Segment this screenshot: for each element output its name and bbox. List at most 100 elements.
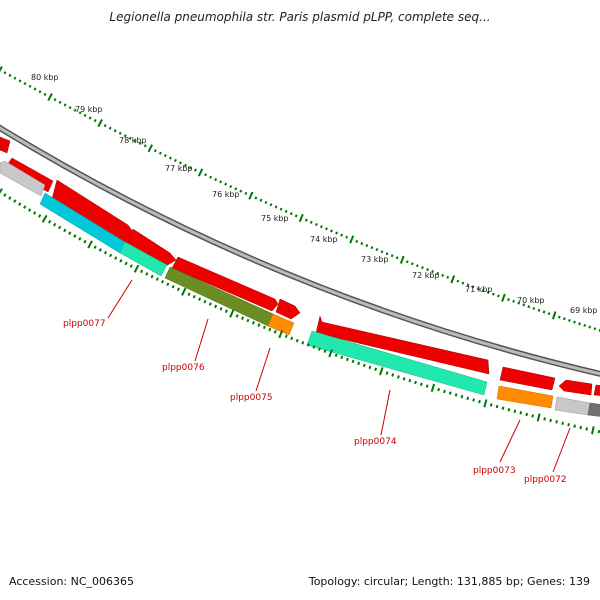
tick-mark	[454, 393, 458, 397]
tick-mark	[501, 293, 506, 302]
kbp-label-group: 80 kbp 79 kbp 78 kbp 77 kbp 76 kbp 75 kb…	[31, 73, 598, 315]
tick-mark	[198, 297, 202, 301]
feature-bar-gray[interactable]	[554, 396, 591, 416]
tick-mark	[251, 321, 255, 325]
feature-bar-orange[interactable]	[267, 313, 295, 336]
tick-mark	[513, 409, 517, 414]
tick-mark	[495, 404, 499, 409]
tick-mark	[543, 417, 546, 421]
tick-mark	[158, 151, 162, 155]
tick-mark	[557, 315, 561, 319]
tick-mark	[519, 411, 523, 415]
gene-label-plpp0073[interactable]: plpp0073	[473, 466, 516, 476]
kbp-label-79: 79 kbp	[75, 105, 103, 114]
tick-mark	[168, 156, 172, 160]
tick-mark	[97, 119, 103, 128]
tick-mark	[128, 136, 132, 140]
cds-arrow[interactable]	[171, 256, 279, 312]
tick-mark	[184, 163, 187, 167]
tick-mark	[437, 387, 441, 392]
cds-arrow[interactable]	[499, 366, 556, 391]
tick-mark	[241, 316, 245, 320]
tick-mark	[391, 373, 395, 377]
tick-mark	[68, 106, 72, 110]
cds-arrow[interactable]	[315, 315, 490, 375]
tick-mark	[568, 318, 571, 322]
tick-mark	[368, 365, 372, 370]
tick-mark	[138, 141, 142, 145]
forward-strand-cds	[0, 136, 600, 396]
tick-mark	[257, 323, 261, 327]
gene-leader-lines	[107, 279, 571, 473]
tick-mark	[189, 166, 192, 170]
tick-mark	[295, 338, 299, 343]
tick-mark	[478, 399, 481, 404]
tick-mark	[396, 375, 400, 379]
tick-mark	[284, 334, 288, 338]
feature-bar-dark-gray[interactable]	[587, 402, 600, 417]
tick-mark	[536, 413, 541, 422]
feature-bar-gray[interactable]	[0, 160, 46, 197]
tick-mark	[426, 268, 429, 272]
tick-mark	[53, 98, 57, 102]
gene-label-plpp0076[interactable]: plpp0076	[162, 363, 205, 373]
tick-mark	[472, 398, 475, 402]
feature-bar-orange[interactable]	[496, 385, 554, 409]
tick-mark	[33, 211, 37, 215]
tick-mark	[78, 111, 82, 115]
tick-mark	[507, 408, 511, 412]
cds-arrow[interactable]	[127, 228, 177, 267]
tick-mark	[317, 347, 321, 351]
tick-mark	[278, 329, 284, 339]
tick-mark	[489, 403, 493, 407]
tick-mark	[63, 228, 67, 233]
tick-mark	[114, 256, 118, 260]
tick-mark	[491, 292, 495, 296]
tick-mark	[334, 353, 338, 358]
tick-mark	[235, 314, 239, 318]
tick-mark	[113, 129, 117, 133]
tick-mark	[370, 246, 374, 250]
tick-mark	[578, 322, 581, 326]
tick-mark	[471, 285, 475, 289]
tick-mark	[340, 233, 344, 237]
tick-mark	[408, 378, 412, 383]
tick-mark	[103, 124, 107, 128]
tick-mark	[118, 131, 122, 135]
gene-label-plpp0074[interactable]: plpp0074	[354, 437, 397, 447]
cds-arrow[interactable]	[558, 379, 593, 396]
tick-mark	[399, 255, 405, 264]
tick-mark	[304, 218, 308, 222]
tick-mark	[8, 73, 12, 78]
tick-mark	[402, 377, 406, 381]
tick-mark	[532, 306, 536, 310]
tick-mark	[410, 262, 414, 266]
cds-arrow[interactable]	[593, 384, 600, 396]
tick-mark	[8, 196, 12, 200]
gene-label-plpp0072[interactable]: plpp0072	[524, 475, 567, 485]
cds-arrow[interactable]	[0, 136, 11, 154]
tick-mark	[323, 349, 327, 353]
inner-tick-ring	[0, 188, 600, 435]
tick-mark	[414, 380, 417, 385]
tick-mark	[419, 382, 423, 387]
tick-mark	[537, 308, 541, 312]
tick-mark	[248, 191, 254, 200]
tick-mark	[262, 325, 266, 330]
tick-mark	[123, 134, 127, 138]
gene-label-plpp0077[interactable]: plpp0077	[63, 319, 106, 329]
tick-mark	[38, 90, 42, 94]
tick-mark	[239, 189, 243, 193]
cds-arrow[interactable]	[275, 298, 301, 320]
outer-tick-ring	[0, 66, 600, 332]
tick-mark	[3, 71, 7, 75]
tick-mark	[133, 264, 140, 273]
feature-bar-aqua[interactable]	[119, 241, 168, 277]
feature-bar-aqua[interactable]	[306, 330, 488, 396]
tick-mark	[18, 202, 22, 206]
gene-label-plpp0075[interactable]: plpp0075	[230, 393, 273, 403]
backbone-ring	[0, 124, 600, 377]
tick-mark	[362, 363, 366, 368]
feature-strand	[0, 160, 600, 417]
